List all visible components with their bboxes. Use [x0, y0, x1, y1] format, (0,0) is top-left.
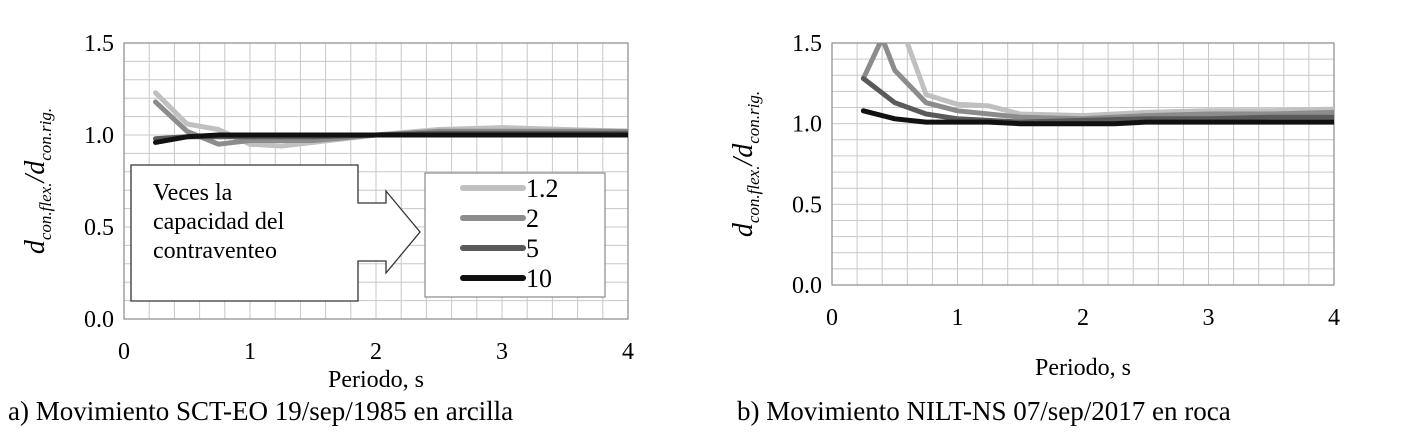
- x-tick-label: 3: [1203, 305, 1215, 331]
- x-axis-label: Periodo, s: [328, 367, 424, 393]
- x-tick-label: 4: [622, 339, 634, 365]
- y-tick-label: 0.0: [792, 273, 822, 299]
- y-axis-label: dcon.flex./dcon.rig.: [728, 91, 763, 237]
- y-tick-label: 1.5: [792, 31, 822, 57]
- caption-b: b) Movimiento NILT-NS 07/sep/2017 en roc…: [737, 396, 1231, 426]
- caption-a: a) Movimiento SCT-EO 19/sep/1985 en arci…: [8, 396, 514, 426]
- y-tick-label: 0.0: [84, 307, 114, 333]
- callout-line: Veces la: [153, 180, 233, 206]
- y-tick-label: 1.0: [792, 112, 822, 138]
- x-tick-label: 1: [952, 305, 964, 331]
- y-tick-label: 0.5: [84, 215, 114, 241]
- y-tick-label: 0.5: [792, 192, 822, 218]
- callout-line: contraventeo: [153, 238, 277, 264]
- callout-box: [130, 164, 421, 302]
- x-tick-label: 0: [826, 305, 838, 331]
- chart-b: 0.0 0.5 1.0 1.5 0 1 2 3 4 Periodo, s dcon.flex./dc…: [728, 31, 1340, 381]
- legend-label-1.2: 1.2: [526, 174, 559, 203]
- series-line-10: [860, 108, 1334, 127]
- x-tick-label: 4: [1328, 305, 1340, 331]
- legend-label-2: 2: [526, 204, 539, 233]
- x-tick-label: 3: [496, 339, 508, 365]
- plot-frame: [123, 42, 629, 320]
- x-tick-label: 0: [118, 339, 130, 365]
- callout-line: capacidad del: [153, 209, 285, 235]
- y-axis-label: dcon.flex./dcon.rig.: [20, 108, 55, 254]
- series-line-1.2: [904, 43, 1334, 119]
- y-tick-label: 1.5: [84, 31, 114, 57]
- callout-arrow-shape: [130, 164, 421, 302]
- legend-label-10: 10: [526, 264, 552, 293]
- y-tick-label: 1.0: [84, 123, 114, 149]
- callout-text: Veces la capacidad del contraventeo: [131, 165, 358, 301]
- plot-frame: [831, 42, 1335, 286]
- series-line-2: [860, 43, 1334, 122]
- legend-label-5: 5: [526, 234, 539, 263]
- x-tick-label: 1: [244, 339, 256, 365]
- series-line-10: [153, 132, 628, 145]
- x-tick-label: 2: [1077, 305, 1089, 331]
- x-tick-label: 2: [370, 339, 382, 365]
- x-axis-label: Periodo, s: [1035, 355, 1131, 381]
